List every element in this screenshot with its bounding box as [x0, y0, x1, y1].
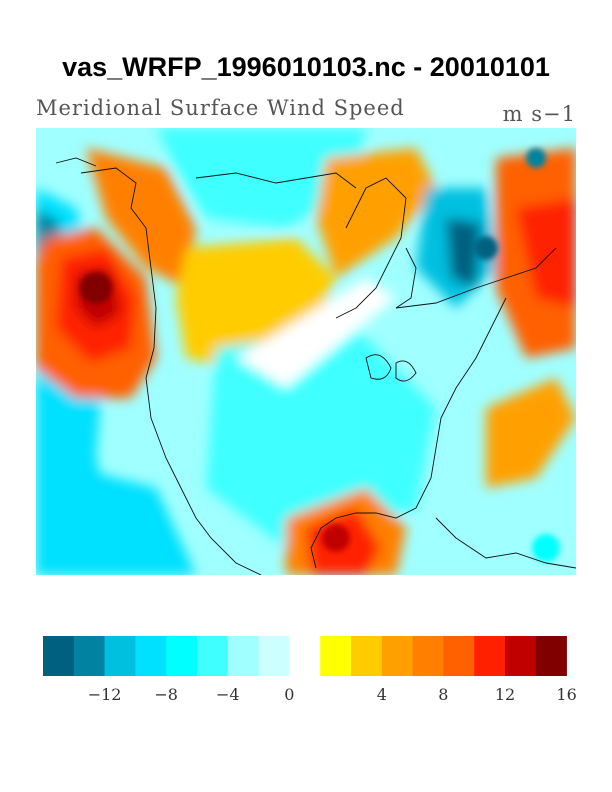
wind-field-detail	[80, 148, 560, 562]
colorbar-swatch	[443, 636, 475, 676]
colorbar-swatch	[412, 636, 444, 676]
coast-arctic	[195, 172, 357, 189]
colorbar-swatches	[43, 636, 567, 676]
cell-labrador	[526, 148, 546, 168]
colorbar-swatch	[197, 636, 229, 676]
region-plains-cyan	[206, 328, 436, 548]
region-white-band	[236, 278, 396, 388]
region-quebec-dark	[446, 218, 481, 288]
coast-pacific	[80, 167, 262, 575]
coast-great-lakes	[365, 354, 417, 382]
colorbar-tick-label: 16	[556, 685, 576, 704]
chart-subtitle: Meridional Surface Wind Speed	[36, 96, 405, 120]
colorbar-swatch	[320, 636, 352, 676]
colorbar-swatch	[104, 636, 136, 676]
cell-max	[80, 272, 112, 304]
units-label: m s−1	[502, 102, 576, 126]
colorbar-swatch	[166, 636, 198, 676]
region-canada-west	[86, 148, 196, 288]
coast-james	[395, 247, 417, 309]
region-atlantic-red	[516, 198, 576, 308]
map-panel	[36, 128, 576, 575]
coast-st-lawrence	[395, 247, 557, 309]
colorbar-swatch	[351, 636, 383, 676]
colorbar-swatch	[505, 636, 537, 676]
colorbar-tick-label: 8	[438, 685, 448, 704]
coast-hudson	[335, 177, 407, 319]
cell-caribbean	[532, 534, 560, 562]
colorbar-tick-label: −12	[88, 685, 122, 704]
colorbar-swatch	[258, 636, 290, 676]
region-w-atlantic	[486, 378, 576, 488]
colorbar-tick-label: −4	[216, 685, 240, 704]
colorbar-swatch	[43, 636, 75, 676]
colorbar-tick-label: 12	[495, 685, 515, 704]
chart-title: vas_WRFP_1996010103.nc - 20010101	[62, 52, 550, 82]
region-arctic-cyan	[156, 128, 366, 228]
region-ep-cyan	[36, 458, 196, 575]
colorbar-labels: −12 −8 −4 0 4 8 12 16	[88, 685, 577, 704]
colorbar-swatch	[135, 636, 167, 676]
colorbar-tick-label: −8	[154, 685, 178, 704]
coastlines	[55, 157, 576, 575]
coast-caribbean	[435, 517, 576, 569]
colorbar-tick-label: 0	[284, 685, 294, 704]
wind-field-map	[36, 128, 576, 575]
cell-min	[474, 236, 498, 260]
wind-field-layers	[36, 128, 576, 575]
colorbar-tick-label: 4	[377, 685, 387, 704]
colorbar-swatch	[73, 636, 105, 676]
colorbar-swatch	[227, 636, 259, 676]
colorbar-swatch	[474, 636, 506, 676]
coast-east-gulf	[310, 297, 507, 569]
colorbar-swatch	[381, 636, 413, 676]
cell-gulf-max	[322, 524, 350, 552]
colorbar-swatch	[289, 636, 321, 676]
colorbar-swatch	[535, 636, 567, 676]
coast-alaska	[55, 157, 97, 167]
